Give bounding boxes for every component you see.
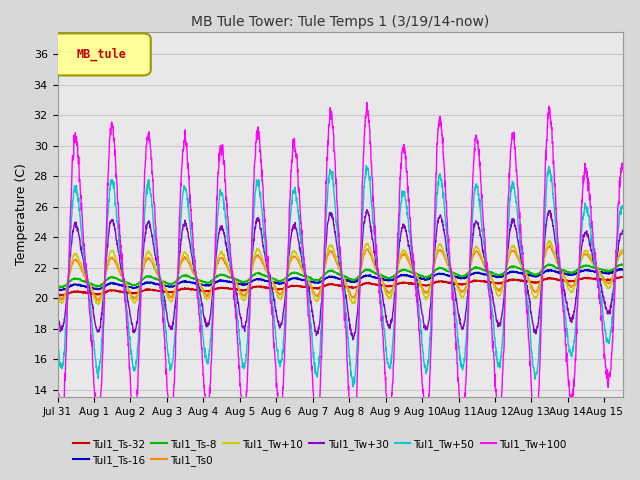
Text: MB_tule: MB_tule <box>77 48 127 61</box>
Title: MB Tule Tower: Tule Temps 1 (3/19/14-now): MB Tule Tower: Tule Temps 1 (3/19/14-now… <box>191 15 489 29</box>
Legend: Tul1_Ts-32, Tul1_Ts-16, Tul1_Ts-8, Tul1_Ts0, Tul1_Tw+10, Tul1_Tw+30, Tul1_Tw+50,: Tul1_Ts-32, Tul1_Ts-16, Tul1_Ts-8, Tul1_… <box>69 434 571 470</box>
Y-axis label: Temperature (C): Temperature (C) <box>15 164 28 265</box>
FancyBboxPatch shape <box>52 34 151 75</box>
